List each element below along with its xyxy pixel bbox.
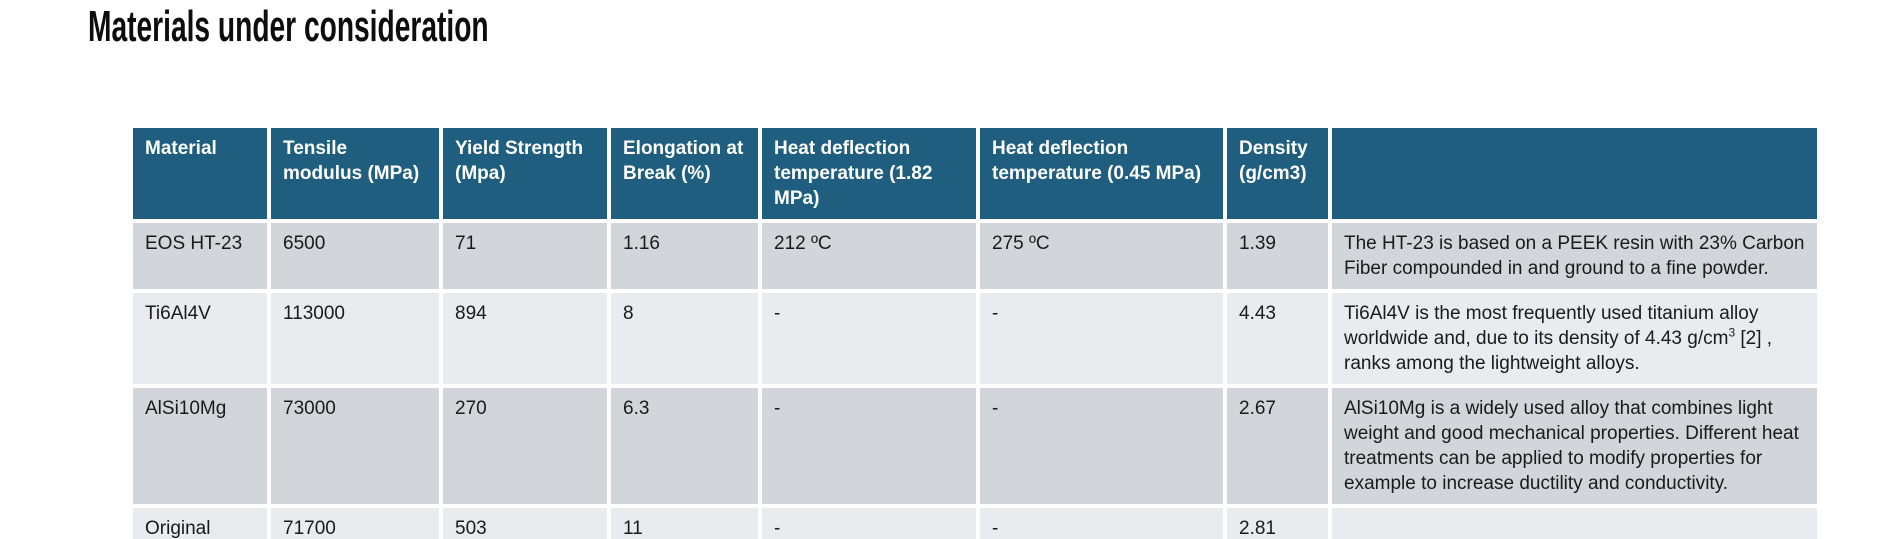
description-text: Ti6Al4V is the most frequently used tita… [1344,303,1759,349]
column-header-tensile-modulus: Tensile modulus (MPa) [267,124,443,223]
cell-description: Ti6Al4V is the most frequently used tita… [1328,289,1821,388]
cell-yield-strength: 503 [439,504,611,539]
cell-description: The HT-23 is based on a PEEK resin with … [1328,219,1821,293]
column-header-description [1328,124,1821,223]
cell-yield-strength: 270 [439,384,611,508]
description-text: [2] , ranks among the lightweight alloys… [1344,328,1773,374]
column-header-heat-deflection-0-45-mpa: Heat deflection temperature (0.45 MPa) [976,124,1227,223]
cell-density: 2.81 [1223,504,1332,539]
cell-material: EOS HT-23 [129,219,271,293]
cell-density: 2.67 [1223,384,1332,508]
cell-description: AlSi10Mg is a widely used alloy that com… [1328,384,1821,508]
materials-table-body: EOS HT-23 6500 71 1.16 212 ºC 275 ºC 1.39 The H… [129,219,1821,539]
cell-elongation-at-break: 6.3 [607,384,762,508]
column-header-yield-strength: Yield Strength (Mpa) [439,124,611,223]
column-header-elongation-at-break: Elongation at Break (%) [607,124,762,223]
description-text: The HT-23 is based on a PEEK resin with … [1344,233,1805,279]
cell-heat-deflection-0-45-mpa: 275 ºC [976,219,1227,293]
cell-yield-strength: 71 [439,219,611,293]
description-superscript: 3 [1728,325,1736,340]
table-row-ti6al4v: Ti6Al4V 113000 894 8- -4.43 Ti6Al4V is the mo… [129,289,1821,388]
column-header-material: Material [129,124,271,223]
cell-heat-deflection-0-45-mpa: - [976,504,1227,539]
cell-heat-deflection-1-82-mpa: - [758,384,980,508]
cell-heat-deflection-1-82-mpa: - [758,504,980,539]
cell-tensile-modulus: 6500 [267,219,443,293]
column-header-density: Density (g/cm3) [1223,124,1332,223]
table-header: Material Tensile modulus (MPa) Yield Str… [129,124,1821,223]
cell-tensile-modulus: 73000 [267,384,443,508]
cell-tensile-modulus: 113000 [267,289,443,388]
cell-elongation-at-break: 1.16 [607,219,762,293]
column-header-heat-deflection-1-82-mpa: Heat deflection temperature (1.82 MPa) [758,124,980,223]
cell-yield-strength: 894 [439,289,611,388]
table-row-eos-ht-23: EOS HT-23 6500 71 1.16 212 ºC 275 ºC 1.39 The H… [129,219,1821,293]
page-title: Materials under consideration [88,2,489,51]
cell-tensile-modulus: 71700 [267,504,443,539]
cell-material: AlSi10Mg [129,384,271,508]
cell-heat-deflection-0-45-mpa: - [976,384,1227,508]
cell-description [1328,504,1821,539]
cell-elongation-at-break: 11 [607,504,762,539]
description-text: AlSi10Mg is a widely used alloy that com… [1344,398,1799,494]
cell-material: Original [129,504,271,539]
cell-density: 4.43 [1223,289,1332,388]
table-row-alsi10mg: AlSi10Mg 73000 270 6.3- -2.67 AlSi10Mg is a w… [129,384,1821,508]
cell-heat-deflection-0-45-mpa: - [976,289,1227,388]
cell-heat-deflection-1-82-mpa: 212 ºC [758,219,980,293]
cell-material: Ti6Al4V [129,289,271,388]
table-row-original: Original 71700 503 11- -2.81 [129,504,1821,539]
cell-heat-deflection-1-82-mpa: - [758,289,980,388]
header-row: Material Tensile modulus (MPa) Yield Str… [129,124,1821,223]
materials-table: Material Tensile modulus (MPa) Yield Str… [129,124,1821,539]
cell-density: 1.39 [1223,219,1332,293]
cell-elongation-at-break: 8 [607,289,762,388]
